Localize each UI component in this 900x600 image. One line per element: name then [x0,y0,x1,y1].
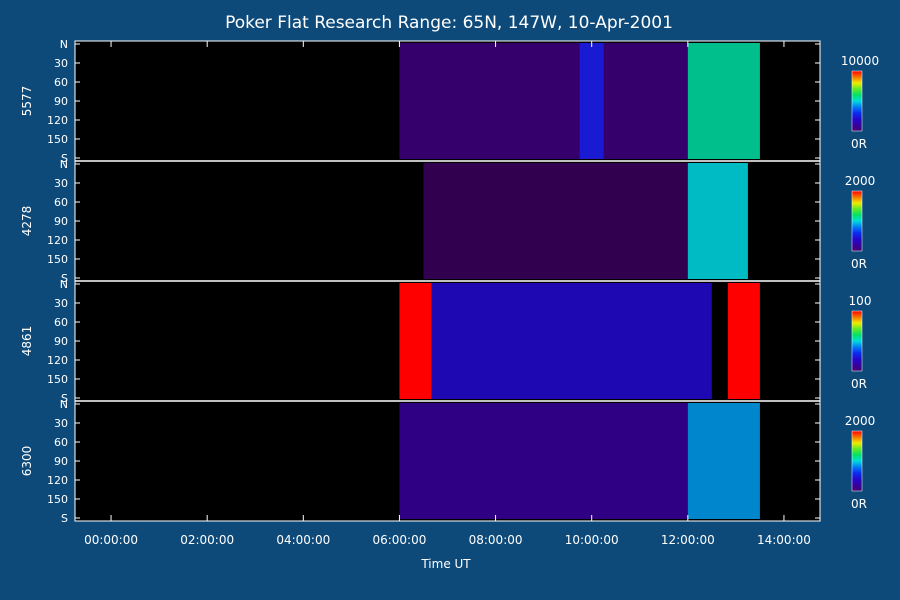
y-tick-label: 60 [54,436,68,449]
y-tick-label: 90 [54,455,68,468]
y-tick-label: 150 [47,253,68,266]
region-aurora [687,403,760,519]
y-tick-label: 30 [54,177,68,190]
x-tick-label: 10:00:00 [565,533,619,547]
colorbar-5577: 10000 0R [841,54,879,151]
colorbar-swatch [851,310,863,372]
panel-ylabel: 4861 [20,326,34,357]
x-tick-label: 04:00:00 [276,533,330,547]
colorbar-max-label: 10000 [841,54,879,68]
y-tick-label: 90 [54,95,68,108]
y-tick-label: 60 [54,76,68,89]
region-noise-field [431,283,712,399]
x-tick-label: 02:00:00 [180,533,234,547]
region-band-near-10:00 [579,43,604,159]
panel-4861: N 30 60 90 120 150 S 4861 [20,278,821,405]
chart-title: Poker Flat Research Range: 65N, 147W, 10… [225,13,673,33]
panels-group: N 30 60 90 120 150 S 5577 N 30 60 90 120 150 S 4278 N 30 6… [20,38,821,525]
colorbar-min-label: 0R [851,137,867,151]
y-tick-label: N [60,38,68,51]
colorbar-swatch [851,430,863,492]
y-tick-label: 120 [47,114,68,127]
colorbar-swatch [851,70,863,132]
colorbar-4278: 2000 0R [845,174,876,271]
colorbars-group: 10000 0R 2000 0R 100 0R 2000 0R [841,54,879,511]
panel-ylabel: 6300 [20,446,34,477]
y-tick-label: 150 [47,373,68,386]
colorbar-4861: 100 0R [849,294,872,391]
panel-5577: N 30 60 90 120 150 S 5577 [20,38,821,165]
panel-ylabel: 5577 [20,86,34,117]
y-tick-label: 60 [54,196,68,209]
y-tick-label: N [60,398,68,411]
y-tick-label: S [61,512,68,525]
y-tick-label: 30 [54,297,68,310]
colorbar-min-label: 0R [851,497,867,511]
colorbar-max-label: 100 [849,294,872,308]
panel-6300: N 30 60 90 120 150 S 6300 [20,398,821,525]
y-tick-label: S [61,392,68,405]
y-tick-label: 150 [47,493,68,506]
y-tick-label: N [60,158,68,171]
colorbar-6300: 2000 0R [845,414,876,511]
y-tick-label: 120 [47,474,68,487]
panel-ylabel: 4278 [20,206,34,237]
region-aurora [687,43,760,159]
y-tick-label: 150 [47,133,68,146]
x-tick-label: 00:00:00 [84,533,138,547]
y-tick-label: S [61,272,68,285]
y-tick-label: 60 [54,316,68,329]
panel-4278: N 30 60 90 120 150 S 4278 [20,158,821,285]
region-saturated-dawn-edge [399,283,432,399]
y-tick-label: 30 [54,57,68,70]
y-tick-label: 90 [54,215,68,228]
colorbar-max-label: 2000 [845,174,876,188]
colorbar-min-label: 0R [851,257,867,271]
x-tick-label: 08:00:00 [469,533,523,547]
x-tick-label: 12:00:00 [661,533,715,547]
x-tick-label: 06:00:00 [372,533,426,547]
region-diffuse-background [399,43,688,159]
y-tick-label: S [61,152,68,165]
y-tick-label: 90 [54,335,68,348]
x-axis: 00:00:00 02:00:00 04:00:00 06:00:00 08:00:00… [84,41,811,547]
colorbar-swatch [851,190,863,252]
colorbar-min-label: 0R [851,377,867,391]
x-axis-label: Time UT [420,557,471,571]
y-tick-label: 120 [47,234,68,247]
y-tick-label: N [60,278,68,291]
y-tick-label: 30 [54,417,68,430]
colorbar-max-label: 2000 [845,414,876,428]
region-aurora [687,163,748,279]
region-diffuse-background [399,403,688,519]
x-tick-label: 14:00:00 [757,533,811,547]
region-diffuse-background [423,163,688,279]
y-tick-label: 120 [47,354,68,367]
region-saturated-dusk-edge [727,283,760,399]
